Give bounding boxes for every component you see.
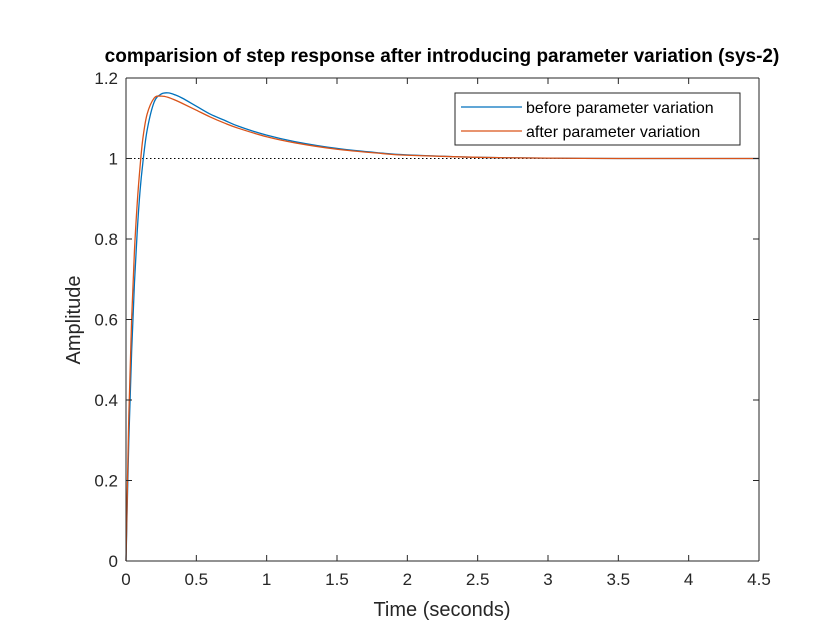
x-tick-label: 1 — [262, 570, 271, 589]
legend: before parameter variation after paramet… — [454, 92, 741, 146]
series-line-after — [125, 95, 759, 562]
x-tick-label: 2.5 — [466, 570, 490, 589]
x-axis-label: Time (seconds) — [373, 599, 510, 621]
legend-box — [454, 92, 741, 146]
x-ticks: 0 0.5 1 1.5 2 2.5 3 3.5 4 4.5 — [121, 78, 771, 589]
y-tick-label: 0.2 — [94, 472, 118, 491]
y-tick-label: 1.2 — [94, 69, 118, 88]
chart-title: comparision of step response after intro… — [105, 46, 780, 67]
x-tick-label: 3.5 — [607, 570, 631, 589]
legend-label-before: before parameter variation — [526, 100, 714, 117]
x-tick-label: 4 — [684, 570, 693, 589]
y-tick-label: 0.8 — [94, 230, 118, 249]
y-tick-label: 1 — [109, 150, 118, 169]
plot-area — [126, 78, 759, 561]
x-tick-label: 0 — [121, 570, 130, 589]
series-layer — [125, 92, 759, 562]
x-tick-label: 4.5 — [747, 570, 771, 589]
y-tick-label: 0.4 — [94, 391, 118, 410]
x-tick-label: 1.5 — [325, 570, 349, 589]
y-axis-label: Amplitude — [63, 276, 85, 365]
x-tick-label: 3 — [543, 570, 552, 589]
legend-label-after: after parameter variation — [526, 124, 700, 141]
y-tick-label: 0.6 — [94, 311, 118, 330]
x-tick-label: 0.5 — [185, 570, 209, 589]
x-tick-label: 2 — [403, 570, 412, 589]
y-ticks: 0 0.2 0.4 0.6 0.8 1 1.2 — [94, 69, 759, 571]
y-tick-label: 0 — [109, 552, 118, 571]
